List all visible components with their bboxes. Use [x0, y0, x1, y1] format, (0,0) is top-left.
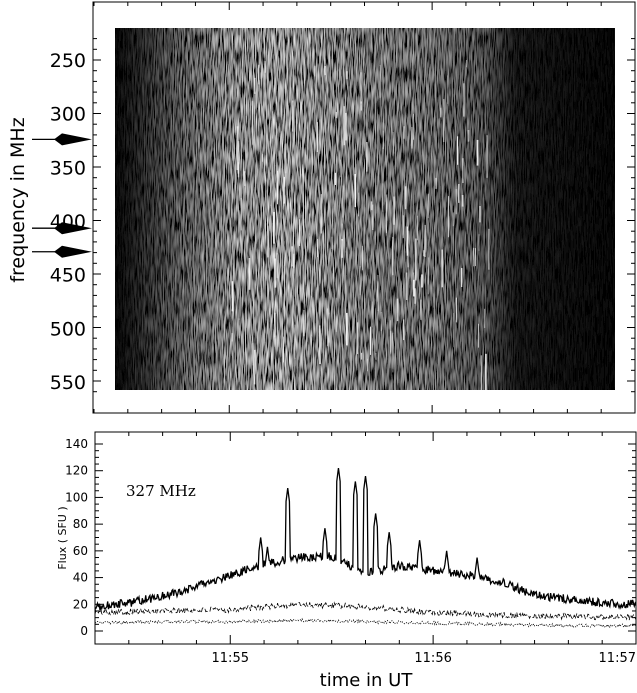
flux-series-solid: [95, 467, 637, 611]
frequency-tick-label: 450: [50, 265, 86, 287]
spectrogram-ticks: [93, 2, 636, 413]
flux-tick-label: 0: [80, 624, 88, 638]
flux-panel: 0 20 40 60 80 100 120 140 11:55 11:56 11:57 327 M…: [56, 431, 637, 691]
frequency-tick-label: 300: [50, 104, 86, 126]
arrow-head: [54, 222, 92, 235]
flux-ticks: [94, 432, 637, 644]
frequency-annotation: 327 MHz: [126, 482, 196, 500]
flux-tick-label: 40: [73, 571, 88, 585]
flux-series-dotted: [95, 617, 637, 629]
flux-series-dashed: [95, 601, 637, 621]
flux-tick-label: 80: [73, 517, 88, 531]
frequency-tick-label: 550: [50, 372, 86, 394]
frequency-axis-label: frequency in MHz: [7, 117, 29, 282]
arrow-head: [54, 133, 92, 146]
frequency-tick-label: 350: [50, 157, 86, 179]
flux-tick-label: 140: [65, 437, 88, 451]
flux-axis-label: Flux ( SFU ): [56, 506, 69, 569]
spectrogram-burst: [115, 28, 615, 390]
flux-tick-label: 20: [73, 597, 88, 611]
frequency-tick-label: 500: [50, 318, 86, 340]
flux-tick-labels: 0 20 40 60 80 100 120 140: [65, 437, 88, 638]
time-tick-label: 11:56: [414, 651, 451, 666]
spectrogram-streaks: [231, 60, 490, 397]
flux-tick-label: 60: [73, 544, 88, 558]
arrow-head: [54, 245, 92, 258]
time-axis-label: time in UT: [320, 670, 414, 691]
flux-tick-label: 100: [65, 490, 88, 504]
time-tick-label: 11:57: [599, 651, 636, 666]
flux-series: [95, 467, 637, 629]
time-tick-labels: 11:55 11:56 11:57: [212, 651, 636, 666]
frequency-tick-label: 250: [50, 50, 86, 72]
time-tick-label: 11:55: [212, 651, 249, 666]
frequency-arrow-markers: [32, 133, 92, 258]
flux-tick-label: 120: [65, 464, 88, 478]
